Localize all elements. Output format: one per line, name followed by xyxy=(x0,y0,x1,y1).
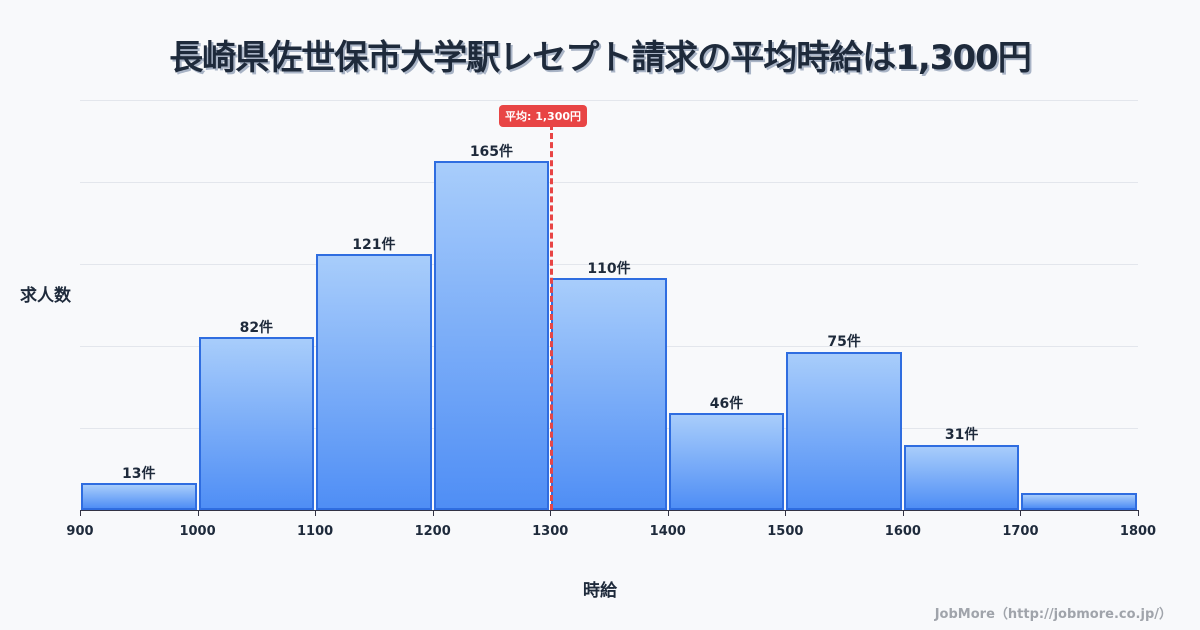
x-tick-label: 1200 xyxy=(414,524,451,539)
bar-value-label: 31件 xyxy=(944,427,979,444)
bar-value-label: 82件 xyxy=(239,319,274,336)
x-axis-line xyxy=(80,510,1138,511)
bar-value-label: 46件 xyxy=(709,395,744,412)
gridline xyxy=(80,182,1138,183)
histogram-bar xyxy=(433,161,550,510)
x-tick-label: 1700 xyxy=(1002,524,1039,539)
x-tick-label: 900 xyxy=(66,524,94,539)
bar-value-label: 121件 xyxy=(352,237,396,254)
x-tick xyxy=(550,510,552,516)
average-badge: 平均: 1,300円 xyxy=(499,105,588,127)
x-tick xyxy=(1138,510,1139,516)
histogram-bar xyxy=(668,412,785,510)
x-tick xyxy=(315,510,317,516)
histogram-bar xyxy=(551,277,667,510)
histogram-bar xyxy=(1021,493,1137,510)
bar-value-label: 13件 xyxy=(122,465,156,482)
x-tick-label: 1300 xyxy=(532,524,569,539)
gridline xyxy=(80,100,1138,101)
x-tick-label: 1500 xyxy=(767,524,804,539)
histogram-bar xyxy=(198,336,315,510)
x-tick-label: 1400 xyxy=(649,524,686,539)
chart-title: 長崎県佐世保市大学駅レセプト請求の平均時給は1,300円 xyxy=(169,38,1032,78)
x-tick-label: 1600 xyxy=(884,524,921,539)
x-tick-label: 1000 xyxy=(179,524,216,539)
histogram-bar xyxy=(316,254,432,510)
bar-value-label: 110件 xyxy=(587,260,631,277)
average-line xyxy=(550,124,553,510)
x-tick xyxy=(80,510,81,516)
histogram-bar xyxy=(903,444,1020,510)
x-tick-label: 1800 xyxy=(1119,524,1157,539)
histogram-bar xyxy=(81,482,197,510)
gridline xyxy=(80,264,1138,265)
x-tick-label: 1100 xyxy=(297,524,334,539)
bar-value-label: 75件 xyxy=(827,334,861,351)
bar-value-label: 165件 xyxy=(469,144,514,161)
x-tick xyxy=(1020,510,1022,516)
histogram-bar xyxy=(786,351,902,510)
credit-text: JobMore（http://jobmore.co.jp/） xyxy=(934,607,1172,622)
x-tick xyxy=(432,510,434,516)
x-tick xyxy=(902,510,904,516)
x-tick xyxy=(197,510,199,516)
plot-area: 13件 82件 121件 165件 110件 46件 75件 31件 xyxy=(80,100,1138,511)
x-axis-label: 時給 xyxy=(583,581,617,601)
y-axis-label: 求人数 xyxy=(20,286,71,306)
x-tick xyxy=(667,510,669,516)
x-tick xyxy=(785,510,787,516)
